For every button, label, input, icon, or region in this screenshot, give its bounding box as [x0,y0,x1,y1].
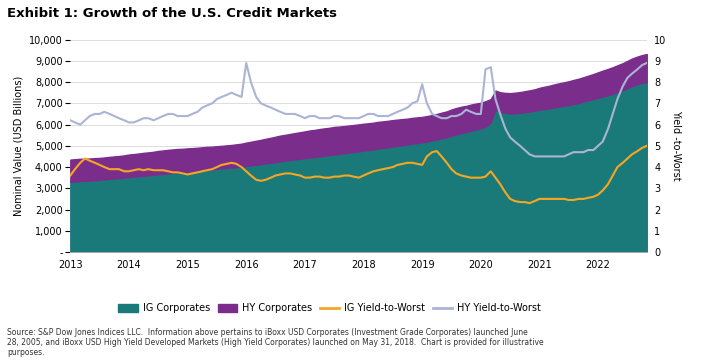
Text: Source: S&P Dow Jones Indices LLC.  Information above pertains to iBoxx USD Corp: Source: S&P Dow Jones Indices LLC. Infor… [7,328,543,357]
Y-axis label: Nominal Value (USD Billions): Nominal Value (USD Billions) [13,76,23,216]
Y-axis label: Yield -to-Worst: Yield -to-Worst [671,111,681,181]
Text: Exhibit 1: Growth of the U.S. Credit Markets: Exhibit 1: Growth of the U.S. Credit Mar… [7,7,337,20]
Legend: IG Corporates, HY Corporates, IG Yield-to-Worst, HY Yield-to-Worst: IG Corporates, HY Corporates, IG Yield-t… [115,300,545,317]
